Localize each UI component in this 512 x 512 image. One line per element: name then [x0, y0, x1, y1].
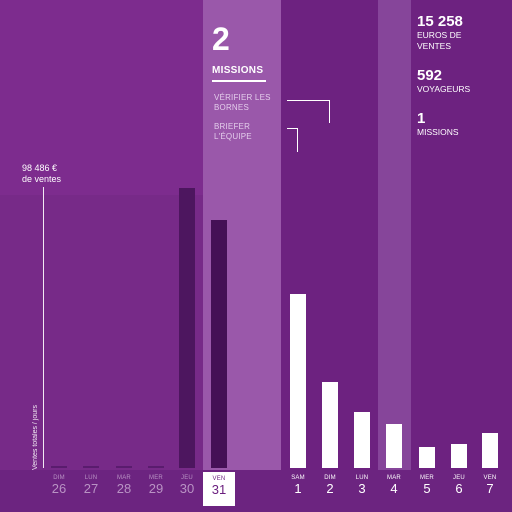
day-number: 31 [211, 482, 227, 497]
day-label-lun-27[interactable]: LUN 27 [76, 474, 106, 496]
stat-travellers-label: VOYAGEURS [417, 84, 471, 94]
weekday-label: VEN [483, 475, 497, 481]
day-bar-mar-4[interactable] [386, 424, 402, 468]
total-sales-unit: de ventes [22, 174, 62, 184]
day-number: 26 [51, 481, 67, 496]
stat-travellers-value: 592 [417, 67, 443, 84]
day-bar-dim-26[interactable] [51, 466, 67, 468]
selected-missions-label: MISSIONS [212, 65, 264, 76]
day-label-lun-3[interactable]: LUN 3 [347, 474, 377, 496]
day-number: 30 [179, 481, 195, 496]
day-bar-jeu-6[interactable] [451, 444, 467, 468]
day-number: 27 [83, 481, 99, 496]
weekday-label: DIM [324, 475, 336, 481]
connector-line [287, 100, 330, 123]
stat-travellers: 592 VOYAGEURS [417, 68, 470, 95]
day-number: 7 [486, 481, 494, 496]
weekday-label: MER [420, 475, 434, 481]
stat-missions-value: 1 [417, 110, 426, 127]
connector-line [287, 128, 298, 152]
day-bar-mer-29[interactable] [148, 466, 164, 468]
weekday-label: DIM [53, 475, 65, 481]
day-bar-lun-27[interactable] [83, 466, 99, 468]
stat-sales-label: EUROS DE VENTES [417, 30, 462, 51]
day-number: 2 [326, 481, 334, 496]
day-bar-sam-1[interactable] [290, 294, 306, 468]
stat-missions-label: MISSIONS [417, 127, 459, 137]
day-bar-ven-31[interactable] [211, 220, 227, 468]
weekday-label: JEU [181, 475, 193, 481]
weekday-label: JEU [453, 475, 465, 481]
day-label-ven-31[interactable]: VEN 31 [203, 472, 235, 506]
missions-underline [212, 80, 266, 82]
day-label-jeu-6[interactable]: JEU 6 [444, 474, 474, 496]
stat-sales-value: 15 258 [417, 13, 463, 30]
day-bar-jeu-30[interactable] [179, 188, 195, 468]
day-number: 29 [148, 481, 164, 496]
task-verify-terminals[interactable]: VÉRIFIER LES BORNES [214, 93, 271, 112]
day-label-mar-28[interactable]: MAR 28 [109, 474, 139, 496]
stat-sales: 15 258 EUROS DE VENTES [417, 14, 463, 52]
day-bar-mer-5[interactable] [419, 447, 435, 468]
day-number: 28 [116, 481, 132, 496]
y-axis-label: Ventes totales / jours [32, 405, 39, 470]
day-label-jeu-30[interactable]: JEU 30 [172, 474, 202, 496]
day-label-mer-29[interactable]: MER 29 [141, 474, 171, 496]
day-bar-ven-7[interactable] [482, 433, 498, 468]
day-number: 4 [390, 481, 398, 496]
day-number: 5 [423, 481, 431, 496]
weekday-label: LUN [355, 475, 369, 481]
day-bar-mar-28[interactable] [116, 466, 132, 468]
stat-missions: 1 MISSIONS [417, 111, 459, 138]
day-number: 6 [455, 481, 463, 496]
weekday-label: SAM [291, 475, 305, 481]
weekday-label: MAR [387, 475, 401, 481]
y-axis-line [43, 187, 44, 468]
day-label-mer-5[interactable]: MER 5 [412, 474, 442, 496]
day-label-dim-2[interactable]: DIM 2 [315, 474, 345, 496]
day-label-sam-1[interactable]: SAM 1 [283, 474, 313, 496]
total-sales-value: 98 486 € [22, 163, 58, 173]
weekday-label: LUN [84, 475, 98, 481]
weekday-label: MER [149, 475, 163, 481]
day-label-ven-7[interactable]: VEN 7 [475, 474, 505, 496]
weekday-label: MAR [117, 475, 131, 481]
day-number: 1 [294, 481, 302, 496]
day-bar-lun-3[interactable] [354, 412, 370, 468]
day-bar-dim-2[interactable] [322, 382, 338, 468]
week-band-next [411, 0, 512, 512]
total-sales: 98 486 € de ventes [22, 163, 61, 185]
day-number: 3 [358, 481, 366, 496]
timeline-floor [0, 470, 512, 512]
day-label-mar-4[interactable]: MAR 4 [379, 474, 409, 496]
selected-mission-count: 2 [212, 21, 230, 57]
task-brief-team[interactable]: BRIEFER L'ÉQUIPE [214, 122, 252, 141]
day-label-dim-26[interactable]: DIM 26 [44, 474, 74, 496]
weekday-label: VEN [212, 476, 226, 482]
